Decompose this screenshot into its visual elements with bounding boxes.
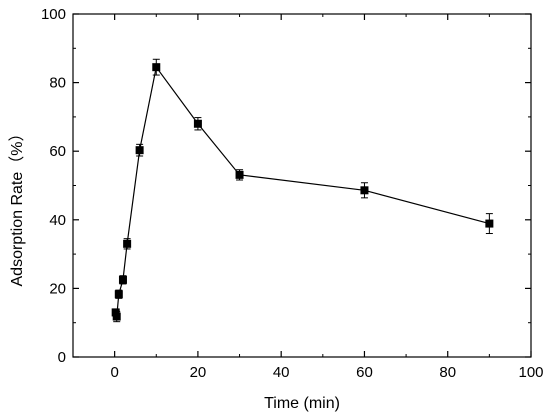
- data-point: [118, 275, 127, 284]
- data-point: [360, 186, 369, 195]
- x-tick-label: 80: [439, 364, 456, 381]
- y-tick-label: 60: [49, 143, 66, 160]
- x-tick-label: 100: [518, 364, 543, 381]
- data-point: [114, 290, 123, 299]
- data-point: [123, 239, 132, 248]
- data-point: [235, 170, 244, 179]
- series-line: [115, 65, 490, 317]
- x-tick-label: 0: [110, 364, 118, 381]
- x-tick-label: 40: [273, 364, 290, 381]
- y-axis-title: Adsorption Rate（%）: [8, 126, 26, 287]
- data-point: [485, 219, 494, 228]
- y-tick-label: 100: [41, 6, 66, 23]
- y-tick-label: 20: [49, 280, 66, 297]
- data-series: [111, 58, 494, 323]
- axis-ticks: 0 20 40 60 80 100 0 20 40 60 80 100: [41, 6, 544, 381]
- x-tick-label: 20: [190, 364, 207, 381]
- x-axis-title: Time (min): [264, 395, 340, 412]
- plot-frame: [72, 13, 532, 358]
- data-point: [111, 308, 120, 317]
- x-tick-label: 60: [356, 364, 373, 381]
- data-point: [193, 119, 202, 128]
- data-point: [112, 312, 121, 321]
- data-point: [152, 63, 161, 72]
- data-point: [135, 146, 144, 155]
- y-tick-label: 40: [49, 212, 66, 229]
- y-tick-label: 80: [49, 75, 66, 92]
- y-tick-label: 0: [58, 349, 66, 366]
